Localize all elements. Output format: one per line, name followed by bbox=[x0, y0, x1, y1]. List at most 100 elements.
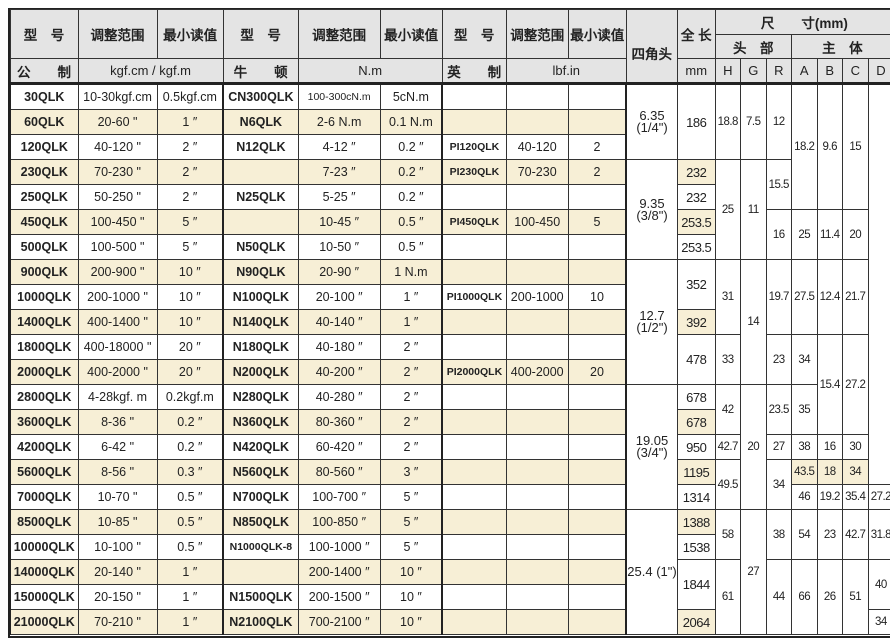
cell-min-imperial bbox=[567, 509, 627, 535]
header-head: 头 部 bbox=[714, 34, 792, 59]
cell-min-newton: 10 ″ bbox=[379, 584, 443, 610]
cell-dim-a: 34 bbox=[790, 334, 818, 385]
header-min-metric: 最小读值 bbox=[156, 9, 224, 59]
cell-dim-a: 66 bbox=[790, 559, 818, 635]
cell-range-imperial bbox=[505, 559, 569, 585]
header-dim-c: C bbox=[841, 58, 869, 85]
cell-model-imperial bbox=[441, 184, 507, 210]
cell-dim-c: 15 bbox=[841, 83, 869, 210]
cell-dim-c: 51 bbox=[841, 559, 869, 635]
cell-min-newton: 0.1 N.m bbox=[379, 109, 443, 135]
cell-min-metric: 2 ″ bbox=[156, 159, 224, 185]
cell-dim-b: 9.6 bbox=[816, 83, 843, 210]
cell-min-metric: 20 ″ bbox=[156, 359, 224, 385]
cell-dim-c: 21.7 bbox=[841, 259, 869, 335]
cell-dim-h: 58 bbox=[714, 509, 741, 560]
cell-range-metric: 6-42 " bbox=[77, 434, 158, 460]
cell-min-newton: 0.2 ″ bbox=[379, 184, 443, 210]
cell-min-metric: 0.5kgf.cm bbox=[156, 83, 224, 110]
cell-dim-square: 25.4 (1") bbox=[625, 509, 678, 635]
cell-dim-d: 40 bbox=[867, 559, 890, 610]
cell-model-metric: 8500QLK bbox=[8, 509, 79, 535]
cell-range-newton: 200-1400 ″ bbox=[297, 559, 381, 585]
cell-min-newton: 10 ″ bbox=[379, 609, 443, 635]
cell-range-newton: 20-90 ″ bbox=[297, 259, 381, 285]
cell-dim-d bbox=[867, 83, 890, 485]
header-square-drive: 四角头 bbox=[625, 9, 678, 85]
cell-range-newton: 200-1500 ″ bbox=[297, 584, 381, 610]
cell-dim-length: 950 bbox=[676, 434, 716, 460]
cell-model-newton: N50QLK bbox=[222, 234, 299, 260]
cell-model-newton: N850QLK bbox=[222, 509, 299, 535]
cell-min-imperial bbox=[567, 534, 627, 560]
cell-dim-d: 31.8 bbox=[867, 509, 890, 560]
cell-range-imperial bbox=[505, 409, 569, 435]
cell-dim-length: 478 bbox=[676, 334, 716, 385]
cell-model-newton: N360QLK bbox=[222, 409, 299, 435]
cell-min-imperial bbox=[567, 259, 627, 285]
cell-dim-b: 16 bbox=[816, 434, 843, 460]
header-dim-b: B bbox=[816, 58, 843, 85]
cell-range-metric: 400-18000 " bbox=[77, 334, 158, 360]
cell-model-metric: 900QLK bbox=[8, 259, 79, 285]
cell-model-imperial bbox=[441, 259, 507, 285]
table-row: 30QLK 10-30kgf.cm 0.5kgf.cm CN300QLK 100-300… bbox=[8, 83, 890, 485]
cell-dim-c: 34 bbox=[841, 459, 869, 485]
cell-dim-a: 38 bbox=[790, 434, 818, 460]
cell-min-imperial bbox=[567, 459, 627, 485]
cell-range-imperial bbox=[505, 334, 569, 360]
cell-dim-r: 44 bbox=[765, 559, 792, 635]
cell-model-newton: N1000QLK-8 bbox=[222, 534, 299, 560]
header-metric-unit: kgf.cm / kgf.m bbox=[77, 58, 224, 85]
cell-min-newton: 1 N.m bbox=[379, 259, 443, 285]
header-newton: 牛 顿 bbox=[222, 58, 299, 85]
cell-model-imperial bbox=[441, 459, 507, 485]
cell-range-newton: 7-23 ″ bbox=[297, 159, 381, 185]
cell-dim-r: 16 bbox=[765, 209, 792, 260]
cell-model-imperial bbox=[441, 384, 507, 410]
cell-dim-length: 1195 bbox=[676, 459, 716, 485]
cell-dim-h: 49.5 bbox=[714, 459, 741, 510]
cell-range-newton: 60-420 ″ bbox=[297, 434, 381, 460]
cell-min-imperial bbox=[567, 109, 627, 135]
cell-model-metric: 1800QLK bbox=[8, 334, 79, 360]
cell-min-metric: 0.2 ″ bbox=[156, 434, 224, 460]
cell-model-imperial bbox=[441, 83, 507, 110]
cell-dim-a: 43.5 bbox=[790, 459, 818, 485]
cell-model-imperial bbox=[441, 509, 507, 535]
cell-model-newton: N140QLK bbox=[222, 309, 299, 335]
cell-min-metric: 1 ″ bbox=[156, 584, 224, 610]
cell-dim-length: 186 bbox=[676, 83, 716, 160]
cell-dim-length: 1314 bbox=[676, 484, 716, 510]
table-row: 900QLK 200-900 " 10 ″ N90QLK 20-90 ″ 1 N.m 12.… bbox=[8, 259, 890, 385]
cell-min-imperial bbox=[567, 609, 627, 635]
cell-range-imperial bbox=[505, 83, 569, 110]
table-row: 1400QLK 400-1400 " 10 ″ N140QLK 40-140 ″ 1 ″ 3… bbox=[8, 309, 890, 335]
cell-model-imperial bbox=[441, 484, 507, 510]
cell-range-metric: 100-500 " bbox=[77, 234, 158, 260]
cell-range-imperial bbox=[505, 584, 569, 610]
cell-model-newton: N200QLK bbox=[222, 359, 299, 385]
cell-dim-b: 23 bbox=[816, 509, 843, 560]
header-range-newton: 调整范围 bbox=[297, 9, 381, 59]
cell-dim-length: 2064 bbox=[676, 609, 716, 635]
cell-dim-r: 38 bbox=[765, 509, 792, 560]
cell-range-imperial bbox=[505, 109, 569, 135]
cell-range-newton: 80-360 ″ bbox=[297, 409, 381, 435]
cell-model-metric: 60QLK bbox=[8, 109, 79, 135]
cell-range-newton: 4-12 ″ bbox=[297, 134, 381, 160]
cell-dim-b: 19.2 bbox=[816, 484, 843, 510]
cell-min-imperial bbox=[567, 584, 627, 610]
cell-model-imperial bbox=[441, 584, 507, 610]
table-row: 5600QLK 8-56 " 0.3 ″ N560QLK 80-560 ″ 3 ″ 1195… bbox=[8, 459, 890, 510]
cell-min-metric: 1 ″ bbox=[156, 559, 224, 585]
cell-range-metric: 200-1000 " bbox=[77, 284, 158, 310]
header-metric: 公 制 bbox=[9, 58, 79, 85]
cell-range-metric: 100-450 " bbox=[77, 209, 158, 235]
cell-min-newton: 2 ″ bbox=[379, 334, 443, 360]
cell-dim-h: 42.7 bbox=[714, 434, 741, 460]
cell-dim-length: 678 bbox=[676, 409, 716, 435]
cell-dim-length: 1844 bbox=[676, 559, 716, 610]
cell-min-imperial: 5 bbox=[567, 209, 627, 235]
cell-min-metric: 0.2kgf.m bbox=[156, 384, 224, 410]
